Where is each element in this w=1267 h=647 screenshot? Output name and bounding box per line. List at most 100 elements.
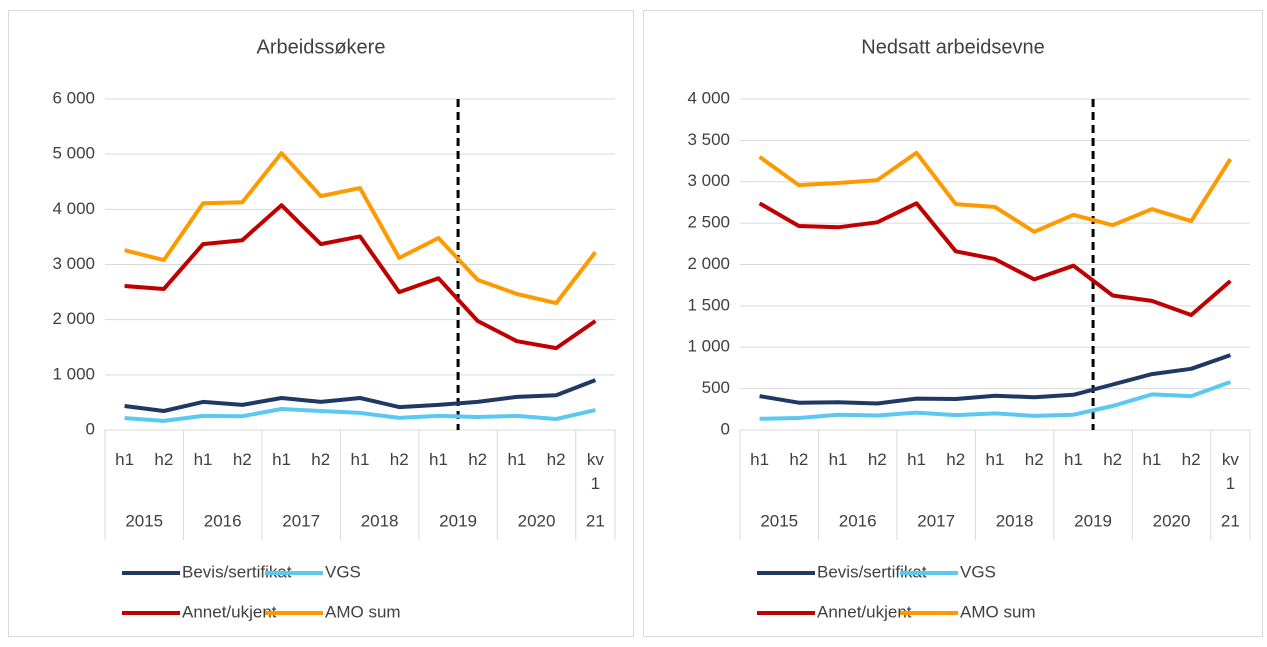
x-tick-label-box: h2 [789,450,809,469]
legend-label: Annet/ukjent [817,602,912,621]
y-tick-label: 3 000 [687,171,730,190]
x-tick-label-box: h1 [351,450,370,469]
x-group-label: 2017 [282,511,320,530]
series-line [124,407,596,423]
x-tick-label: h2 [867,450,887,469]
x-tick-label: kv 1 [586,450,604,493]
legend-label: AMO sum [325,602,401,621]
x-group-label: 2019 [439,511,477,530]
series-line [124,151,597,306]
x-tick-label-box: h1 [272,450,291,469]
x-tick-label: h1 [750,450,770,469]
x-tick-label: h2 [1103,450,1123,469]
y-tick-label: 2 000 [52,309,95,328]
x-tick-label-box: h2 [546,450,566,469]
x-tick-label: h2 [389,450,409,469]
panel-border [643,10,1263,637]
x-group-label: 2016 [839,511,877,530]
x-tick-label: h1 [272,450,291,469]
legend-label: Bevis/sertifikat [182,562,292,581]
y-tick-label: 0 [86,419,95,438]
series-line [759,380,1232,421]
x-tick-label: h1 [985,450,1005,469]
chart-title: Arbeidssøkere [257,36,386,58]
x-tick-label: h1 [428,450,448,469]
x-group-label: 2019 [1074,511,1112,530]
y-tick-label: 1 000 [687,337,730,356]
x-tick-label-box: h1 [115,450,135,469]
series-line [124,378,597,413]
y-tick-label: 1 000 [52,364,95,383]
y-tick-label: 5 000 [52,144,95,163]
x-group-label: 2017 [917,511,955,530]
x-tick-label-box: h2 [468,450,488,469]
series-line [759,353,1232,406]
panel-border [8,10,634,637]
y-tick-label: 0 [721,419,730,438]
x-tick-label-box: h1 [985,450,1005,469]
x-tick-label: h1 [828,450,848,469]
x-tick-label-box: h1 [1063,450,1083,469]
x-tick-label: kv 1 [1221,450,1239,493]
y-tick-label: 1 500 [687,295,730,314]
x-tick-label-box: h1 [907,450,926,469]
x-tick-label-box: h1 [828,450,848,469]
x-group-label: 2018 [996,511,1034,530]
x-tick-label: h1 [115,450,135,469]
x-tick-label: h1 [907,450,926,469]
x-tick-label: h2 [1181,450,1201,469]
x-tick-label-box: h2 [1181,450,1201,469]
x-group-label: 2018 [361,511,399,530]
y-tick-label: 500 [702,378,730,397]
x-tick-label-box: h2 [232,450,252,469]
x-tick-label-box: kv 1 [586,450,604,493]
x-tick-label: h2 [154,450,174,469]
x-tick-label: h2 [232,450,252,469]
x-tick-label: h2 [311,450,331,469]
y-tick-label: 3 000 [52,254,95,273]
x-tick-label-box: h1 [507,450,527,469]
series-line [124,203,597,351]
x-tick-label-box: h1 [750,450,770,469]
y-tick-label: 2 500 [687,213,730,232]
y-tick-label: 3 500 [687,130,730,149]
y-tick-label: 2 000 [687,254,730,273]
x-tick-label-box: h2 [867,450,887,469]
x-group-label: 21 [1221,511,1240,530]
x-tick-label-box: h1 [428,450,448,469]
x-group-label: 2020 [1153,511,1191,530]
legend-label: Annet/ukjent [182,602,277,621]
x-tick-label-box: h2 [946,450,966,469]
x-tick-label-box: h2 [389,450,409,469]
x-group-label: 2015 [125,511,163,530]
x-tick-label: h1 [1063,450,1083,469]
series-line [758,201,1232,317]
x-tick-label: h2 [789,450,809,469]
x-tick-label-box: h1 [193,450,213,469]
x-tick-label-box: h1 [1142,450,1162,469]
x-group-label: 2020 [518,511,556,530]
legend-label: VGS [325,562,361,581]
x-tick-label: h2 [546,450,566,469]
x-tick-label-box: kv 1 [1221,450,1239,493]
y-tick-label: 4 000 [52,199,95,218]
legend-label: AMO sum [960,602,1036,621]
x-tick-label-box: h2 [311,450,331,469]
x-tick-label: h2 [946,450,966,469]
x-tick-label: h2 [1024,450,1044,469]
x-tick-label: h1 [1142,450,1162,469]
x-tick-label: h2 [468,450,488,469]
x-tick-label-box: h2 [1024,450,1044,469]
x-group-label: 21 [586,511,605,530]
legend-label: VGS [960,562,996,581]
x-tick-label-box: h2 [154,450,174,469]
x-group-label: 2016 [204,511,242,530]
x-group-label: 2015 [760,511,798,530]
legend-label: Bevis/sertifikat [817,562,927,581]
y-tick-label: 6 000 [52,88,95,107]
x-tick-label: h1 [193,450,213,469]
x-tick-label: h1 [507,450,527,469]
y-tick-label: 4 000 [687,88,730,107]
